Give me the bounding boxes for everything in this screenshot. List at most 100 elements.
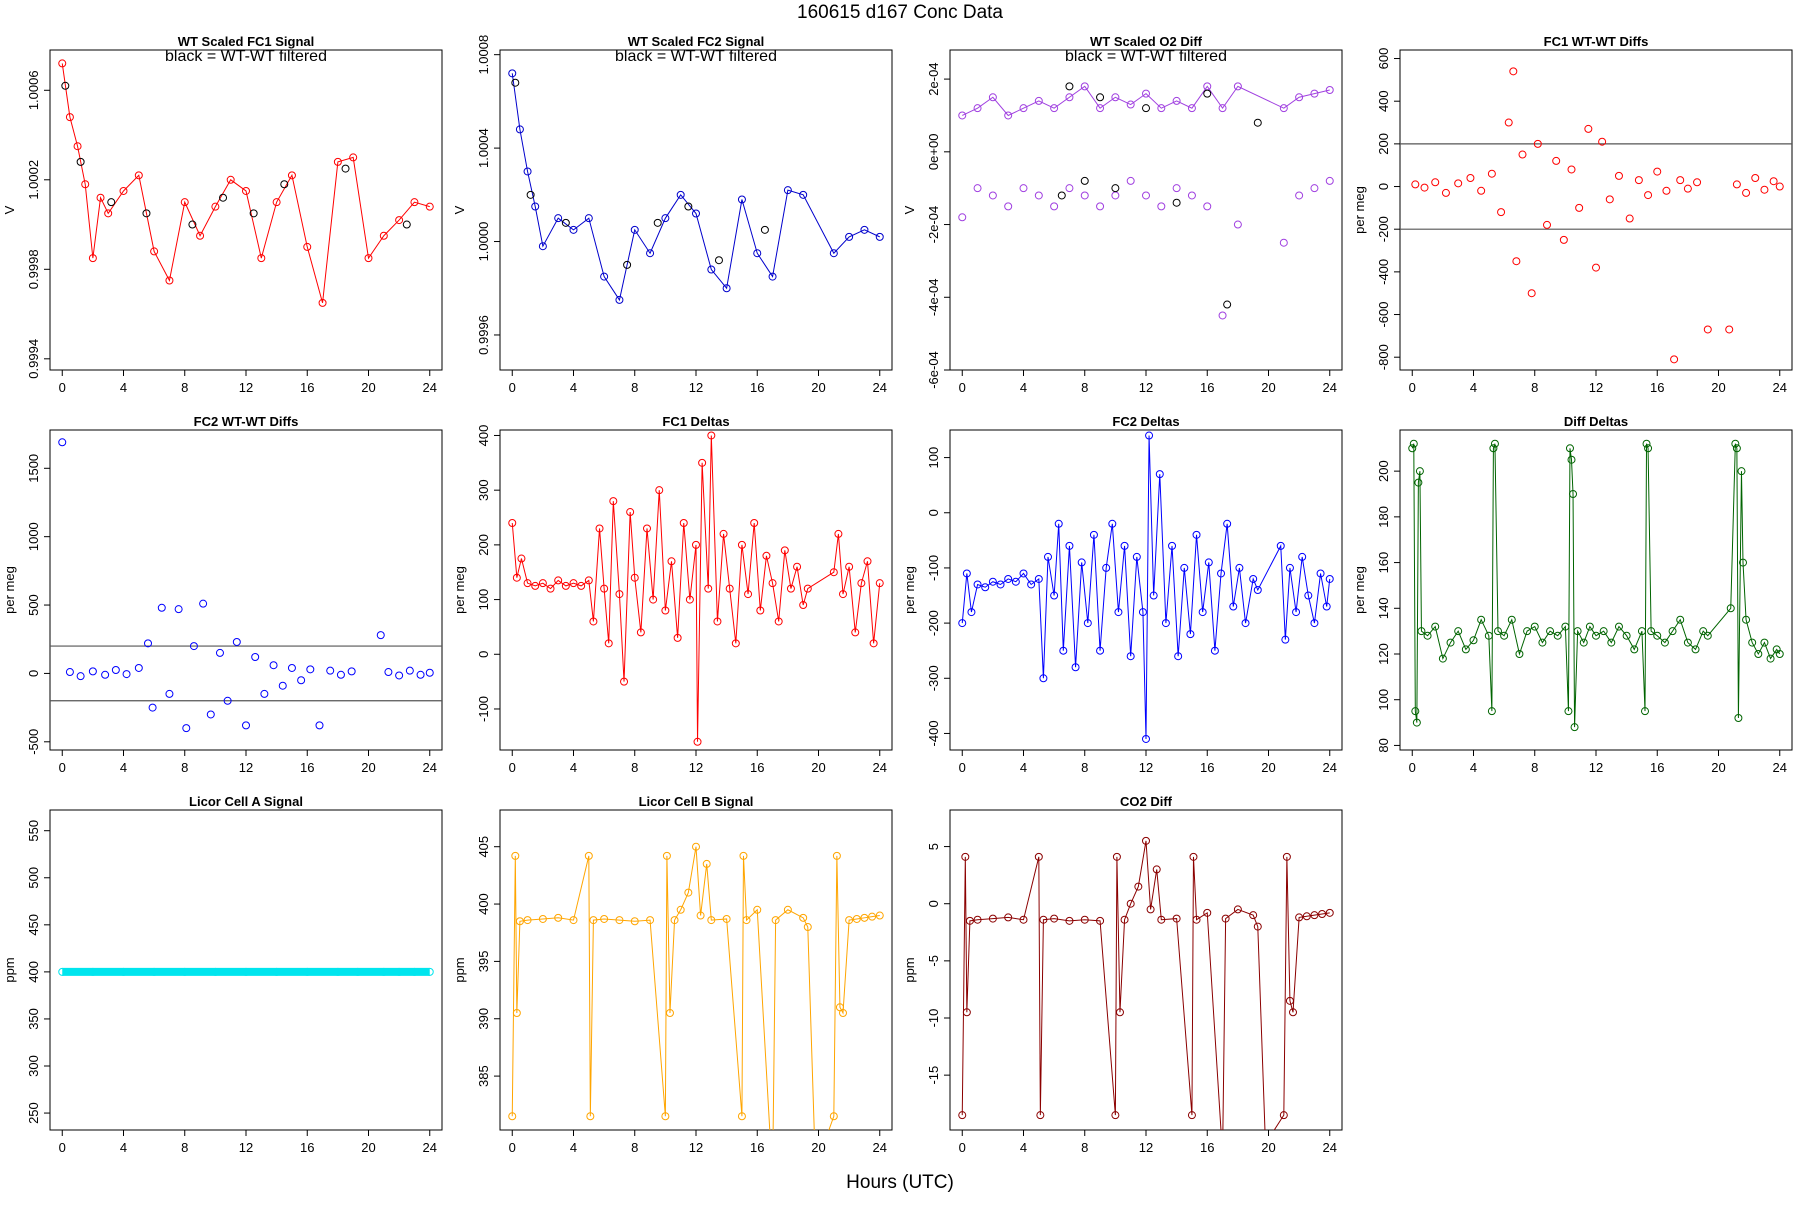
- data-point: [760, 225, 769, 234]
- data-point: [561, 581, 570, 590]
- data-point: [269, 661, 278, 670]
- series-line: [61, 63, 430, 303]
- data-point: [1509, 67, 1518, 76]
- x-tick-label: 12: [239, 760, 253, 775]
- data-point: [860, 913, 869, 922]
- data-point: [287, 171, 296, 180]
- data-point: [1565, 444, 1574, 453]
- chart-title: Licor Cell B Signal: [639, 794, 754, 809]
- chart-diff-deltas: Diff Deltas per meg 0 4 8 12 16 20 24 80 100 120 140…: [1352, 414, 1793, 775]
- series-line: [511, 846, 880, 1130]
- data-point: [538, 914, 547, 923]
- data-point: [206, 710, 215, 719]
- data-point: [425, 967, 434, 976]
- data-point: [58, 438, 67, 447]
- x-tick-label: 20: [811, 760, 825, 775]
- data-point: [249, 209, 258, 218]
- y-axis-label: V: [2, 205, 17, 214]
- data-point: [739, 851, 748, 860]
- data-point: [684, 888, 693, 897]
- data-point: [1454, 627, 1463, 636]
- data-point: [839, 590, 847, 599]
- data-point: [1751, 174, 1760, 182]
- data-point: [1644, 191, 1653, 200]
- chart-annotation: black = WT-WT filtered: [1065, 48, 1227, 65]
- data-point: [1412, 718, 1421, 727]
- x-tick-label: 20: [1261, 380, 1275, 395]
- data-point: [1083, 619, 1092, 628]
- data-point: [1569, 490, 1578, 498]
- data-point: [1203, 89, 1212, 98]
- data-point: [242, 186, 250, 195]
- data-point: [958, 1111, 967, 1120]
- data-point: [1454, 179, 1463, 188]
- data-point: [554, 214, 563, 223]
- y-tick-label: -400: [926, 720, 941, 746]
- data-point: [1411, 180, 1420, 189]
- data-point: [1775, 182, 1784, 191]
- data-point: [768, 272, 777, 281]
- y-axis-label: ppm: [2, 957, 17, 982]
- data-point: [333, 967, 342, 976]
- data-point: [1477, 615, 1486, 624]
- data-point: [336, 670, 345, 679]
- series-line: [511, 73, 880, 302]
- data-point: [1732, 444, 1741, 453]
- y-axis-label: per meg: [1352, 186, 1367, 234]
- data-point: [1034, 574, 1043, 583]
- data-point: [199, 599, 208, 608]
- data-point: [1059, 646, 1068, 655]
- data-point: [1670, 355, 1679, 364]
- x-tick-label: 16: [300, 1140, 314, 1155]
- x-tick-label: 12: [239, 1140, 253, 1155]
- data-point: [1769, 177, 1778, 186]
- data-point: [1168, 541, 1177, 550]
- data-point: [1484, 631, 1493, 640]
- y-tick-label: 140: [1376, 597, 1391, 619]
- y-tick-label: -15: [926, 1066, 941, 1085]
- x-tick-label: 4: [120, 1140, 127, 1155]
- data-point: [508, 1112, 517, 1121]
- data-point: [364, 254, 373, 263]
- data-point: [379, 967, 388, 976]
- data-point: [1019, 569, 1028, 578]
- data-point: [1726, 604, 1735, 613]
- data-point: [692, 842, 700, 851]
- x-tick-label: 12: [239, 380, 253, 395]
- data-point: [753, 905, 762, 914]
- data-point: [196, 231, 205, 240]
- data-point: [692, 209, 700, 218]
- chart-title: WT Scaled O2 Diff: [1090, 34, 1203, 49]
- data-point: [1494, 627, 1502, 636]
- data-point: [1004, 913, 1013, 922]
- x-tick-label: 4: [1020, 760, 1027, 775]
- data-point: [1065, 184, 1074, 193]
- data-point: [1229, 602, 1238, 611]
- data-point: [961, 852, 970, 861]
- series-line: [962, 85, 1330, 117]
- data-point: [615, 590, 624, 599]
- data-point: [620, 677, 629, 686]
- y-tick-label: 100: [476, 589, 491, 611]
- data-point: [988, 577, 997, 586]
- x-tick-label: 12: [1589, 760, 1603, 775]
- x-tick-label: 24: [873, 1140, 887, 1155]
- data-point: [615, 916, 624, 925]
- data-point: [707, 265, 716, 274]
- data-point: [1614, 622, 1623, 631]
- data-point: [122, 670, 131, 679]
- data-point: [1507, 615, 1516, 624]
- y-tick-label: 400: [476, 425, 491, 447]
- data-point: [1233, 82, 1242, 91]
- data-point: [1217, 569, 1226, 578]
- y-axis-label: per meg: [1352, 566, 1367, 614]
- y-tick-label: 300: [476, 479, 491, 501]
- data-point: [1080, 82, 1089, 91]
- data-point: [793, 562, 802, 571]
- data-point: [1192, 915, 1201, 924]
- data-point: [1533, 139, 1542, 148]
- data-point: [515, 917, 524, 926]
- data-point: [1775, 650, 1784, 658]
- data-point: [722, 284, 731, 293]
- data-point: [812, 1164, 819, 1171]
